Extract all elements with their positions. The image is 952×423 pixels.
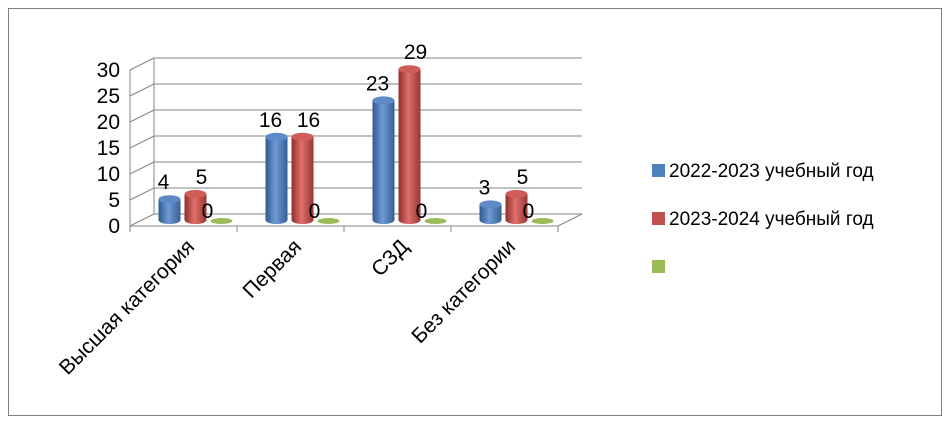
data-label: 23 xyxy=(366,72,389,95)
bar-top xyxy=(158,195,181,204)
x-tick-label: Первая xyxy=(239,235,306,302)
gridline-wall xyxy=(129,161,155,175)
legend-swatch xyxy=(652,260,665,273)
y-tick-label: 10 xyxy=(97,163,120,186)
legend: 2022-2023 учебный год 2023-2024 учебный г… xyxy=(652,161,874,273)
bar-top xyxy=(265,132,288,141)
gridline-wall xyxy=(129,83,155,97)
y-tick-label: 0 xyxy=(108,215,120,238)
data-label: 4 xyxy=(158,171,170,194)
data-label: 0 xyxy=(523,200,535,223)
x-tick-label: Без категории xyxy=(407,235,520,348)
x-tick-label: СЗД xyxy=(367,235,413,281)
bars xyxy=(158,65,554,224)
data-label: 16 xyxy=(297,109,320,132)
bar xyxy=(210,218,233,224)
legend-swatch xyxy=(652,212,665,225)
bar xyxy=(158,199,181,224)
bar xyxy=(184,194,207,224)
bar-top xyxy=(184,190,207,198)
bar xyxy=(531,218,554,224)
y-tick-label: 5 xyxy=(108,189,120,212)
data-labels: 4 16 23 3 5 16 29 5 0 0 0 0 xyxy=(158,41,535,223)
bar-top xyxy=(372,96,395,105)
bar xyxy=(479,204,502,224)
gridline-wall xyxy=(129,57,155,71)
floor-edge xyxy=(557,213,583,227)
y-tick-label: 20 xyxy=(97,111,120,134)
legend-label: 2022-2023 учебный год xyxy=(669,161,874,182)
data-label: 0 xyxy=(309,200,321,223)
gridline-wall xyxy=(129,135,155,149)
data-label: 16 xyxy=(259,109,282,132)
data-label: 5 xyxy=(517,166,529,189)
y-tick-label: 15 xyxy=(97,137,120,160)
bar xyxy=(265,136,288,224)
bar xyxy=(317,218,340,224)
gridline-wall xyxy=(129,213,155,227)
bar xyxy=(291,136,314,224)
data-label: 0 xyxy=(202,200,214,223)
legend-label: 2023-2024 учебный год xyxy=(669,209,874,230)
gridline-wall xyxy=(129,109,155,123)
legend-swatch xyxy=(652,164,665,177)
x-tick-label: Высшая категория xyxy=(55,235,199,379)
bar-top xyxy=(398,65,421,74)
bar xyxy=(505,194,528,224)
data-label: 5 xyxy=(196,166,208,189)
data-label: 29 xyxy=(404,41,427,64)
gridline-wall xyxy=(129,187,155,201)
bar xyxy=(398,69,421,224)
data-label: 0 xyxy=(416,200,428,223)
y-tick-label: 30 xyxy=(97,59,120,82)
y-tick-label: 25 xyxy=(97,85,120,108)
data-label: 3 xyxy=(479,176,491,199)
bar-top xyxy=(479,200,502,209)
bar-top xyxy=(291,132,314,141)
bar xyxy=(424,218,447,224)
bar xyxy=(372,100,395,224)
bar-top xyxy=(505,190,528,198)
